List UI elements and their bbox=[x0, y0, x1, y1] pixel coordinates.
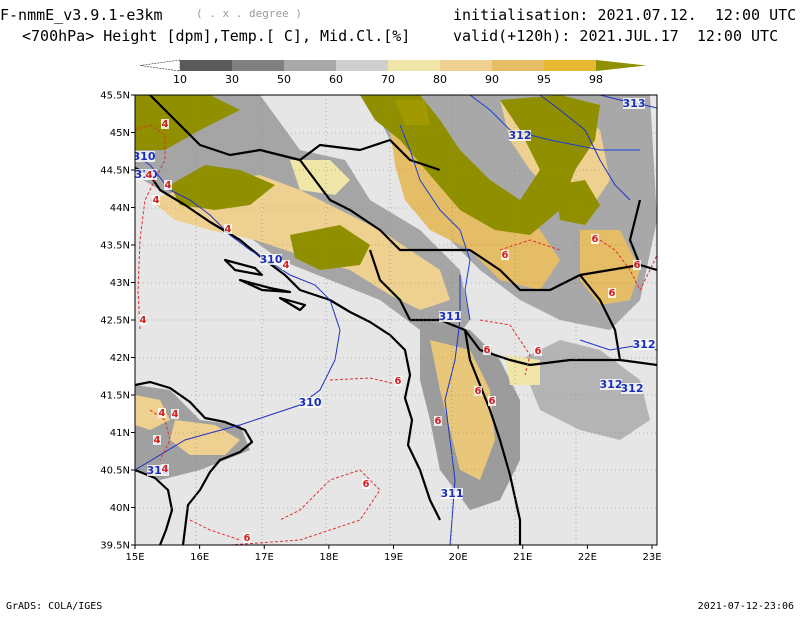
longitude-label: 18E bbox=[319, 552, 338, 563]
latitude-label: 43N bbox=[110, 278, 130, 289]
units-note: ( . x . degree ) bbox=[196, 7, 302, 20]
longitude-label: 20E bbox=[449, 552, 468, 563]
colorbar-tick-label: 90 bbox=[485, 73, 499, 86]
temperature-contour-label: 6 bbox=[535, 346, 542, 357]
latitude-label: 41.5N bbox=[100, 391, 130, 402]
latitude-label: 45N bbox=[110, 128, 130, 139]
colorbar-swatch-high bbox=[596, 60, 646, 71]
map-plot-area: 313312310310310310310311311312312312 444… bbox=[133, 95, 657, 545]
height-contour-labels: 313312310310310310310311311312312312 bbox=[133, 97, 656, 500]
initialisation-time: initialisation: 2021.07.12. 12:00 UTC bbox=[453, 6, 797, 24]
latitude-label: 45.5N bbox=[100, 91, 130, 102]
temperature-contour-label: 4 bbox=[140, 315, 147, 326]
temperature-contour-label: 6 bbox=[363, 479, 370, 490]
field-subtitle: <700hPa> Height [dpm],Temp.[ C], Mid.Cl.… bbox=[22, 27, 411, 45]
temperature-contour-label: 6 bbox=[592, 234, 599, 245]
footer-timestamp: 2021-07-12-23:06 bbox=[697, 601, 794, 612]
latitude-label: 40.5N bbox=[100, 466, 130, 477]
longitude-label: 15E bbox=[125, 552, 144, 563]
colorbar-tick-label: 70 bbox=[381, 73, 395, 86]
colorbar-swatch-low bbox=[140, 59, 181, 72]
height-contour-label: 312 bbox=[509, 129, 532, 142]
colorbar-tick-label: 30 bbox=[225, 73, 239, 86]
temperature-contour-label: 4 bbox=[283, 260, 290, 271]
longitude-label: 22E bbox=[578, 552, 597, 563]
height-contour-label: 310 bbox=[133, 150, 156, 163]
height-contour-label: 312 bbox=[633, 338, 656, 351]
latitude-label: 44N bbox=[110, 203, 130, 214]
temperature-contour-label: 6 bbox=[489, 396, 496, 407]
temperature-contour-label: 6 bbox=[484, 345, 491, 356]
valid-time: valid(+120h): 2021.JUL.17 12:00 UTC bbox=[453, 27, 779, 45]
temperature-contours bbox=[135, 124, 657, 545]
temperature-contour-label: 4 bbox=[225, 224, 232, 235]
temperature-contour-label: 6 bbox=[634, 260, 641, 271]
height-contour-label: 312 bbox=[621, 382, 644, 395]
height-contour-label: 311 bbox=[441, 487, 464, 500]
longitude-label: 21E bbox=[513, 552, 532, 563]
temperature-contour-label: 4 bbox=[154, 435, 161, 446]
colorbar-swatch bbox=[440, 60, 492, 71]
height-contour-label: 310 bbox=[260, 253, 283, 266]
colorbar-tick-label: 10 bbox=[173, 73, 187, 86]
colorbar-tick-label: 95 bbox=[537, 73, 551, 86]
cloud-cover-shading bbox=[135, 95, 657, 510]
longitude-label: 19E bbox=[384, 552, 403, 563]
latitude-label: 44.5N bbox=[100, 166, 130, 177]
temperature-contour-label: 4 bbox=[153, 195, 160, 206]
height-contour-label: 312 bbox=[600, 378, 623, 391]
longitude-label: 16E bbox=[190, 552, 209, 563]
temperature-contour-label: 6 bbox=[475, 386, 482, 397]
colorbar-swatch bbox=[388, 60, 440, 71]
temperature-contour-label: 4 bbox=[146, 170, 153, 181]
coastline-borders bbox=[135, 95, 657, 545]
temperature-contour-label: 6 bbox=[609, 288, 616, 299]
colorbar-swatch bbox=[336, 60, 388, 71]
latitude-label: 41N bbox=[110, 428, 130, 439]
temperature-contour-label: 6 bbox=[502, 250, 509, 261]
temperature-contour-label: 4 bbox=[172, 409, 179, 420]
temperature-contour-label: 4 bbox=[165, 180, 172, 191]
footer-software-credit: GrADS: COLA/IGES bbox=[6, 601, 103, 612]
height-contour-label: 313 bbox=[623, 97, 646, 110]
model-title: F-nmmE_v3.9.1-e3km bbox=[0, 6, 163, 24]
colorbar-tick-label: 98 bbox=[589, 73, 603, 86]
latitude-label: 42N bbox=[110, 353, 130, 364]
latitude-label: 43.5N bbox=[100, 241, 130, 252]
latitude-label: 42.5N bbox=[100, 316, 130, 327]
temperature-contour-label: 6 bbox=[435, 416, 442, 427]
colorbar-tick-label: 80 bbox=[433, 73, 447, 86]
colorbar-swatch bbox=[492, 60, 544, 71]
colorbar-swatch bbox=[232, 60, 284, 71]
longitude-label: 23E bbox=[642, 552, 661, 563]
colorbar-tick-label: 60 bbox=[329, 73, 343, 86]
height-contour-label: 311 bbox=[439, 310, 462, 323]
map-grid bbox=[135, 95, 657, 545]
temperature-contour-label: 6 bbox=[244, 533, 251, 544]
temperature-contour-label: 4 bbox=[159, 408, 166, 419]
colorbar-swatch bbox=[180, 60, 232, 71]
temperature-contour-label: 4 bbox=[162, 464, 169, 475]
height-contour-label: 310 bbox=[299, 396, 322, 409]
temperature-contour-label: 6 bbox=[395, 376, 402, 387]
colorbar-swatch bbox=[544, 60, 596, 71]
latitude-label: 39.5N bbox=[100, 541, 130, 552]
latitude-axis: 45.5N 45N 44.5N 44N 43.5N 43N 42.5N 42N 41.5N 41N… bbox=[100, 91, 135, 552]
colorbar-swatch bbox=[284, 60, 336, 71]
temperature-contour-label: 4 bbox=[162, 119, 169, 130]
latitude-label: 40N bbox=[110, 503, 130, 514]
colorbar-legend: 10 30 50 60 70 80 90 95 98 bbox=[140, 59, 646, 86]
colorbar-tick-label: 50 bbox=[277, 73, 291, 86]
longitude-label: 17E bbox=[255, 552, 274, 563]
longitude-axis: 15E 16E 17E 18E 19E 20E 21E 22E 23E bbox=[125, 545, 662, 563]
